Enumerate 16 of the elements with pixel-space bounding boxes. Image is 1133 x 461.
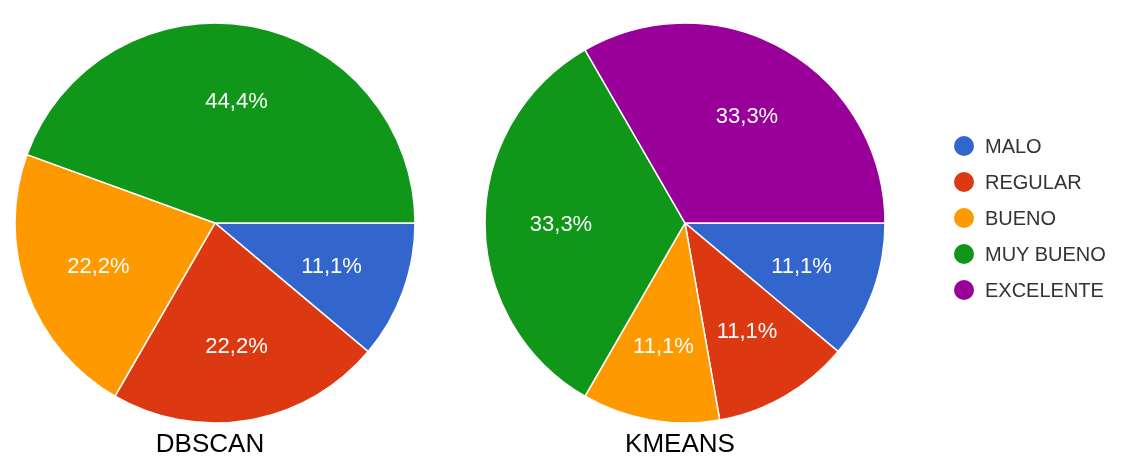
legend-label: REGULAR [985,170,1082,194]
data-label: 44,4% [205,88,268,114]
legend-label: EXCELENTE [985,278,1104,302]
legend-label: MALO [985,134,1042,158]
data-label: 22,2% [67,252,130,278]
text: DBSCAN [154,428,266,459]
text: KMEANS [624,428,736,459]
data-label: 11,1% [633,332,694,358]
data-label: 33,3% [715,103,779,129]
legend-label: BUENO [985,206,1057,230]
data-label: 11,1% [301,252,362,278]
data-label: 22,2% [205,332,268,358]
legend-label: MUY BUENO [985,242,1106,266]
data-label: 33,3% [529,210,593,236]
data-label: 11,1% [716,317,778,343]
data-label: 11,1% [771,252,832,278]
